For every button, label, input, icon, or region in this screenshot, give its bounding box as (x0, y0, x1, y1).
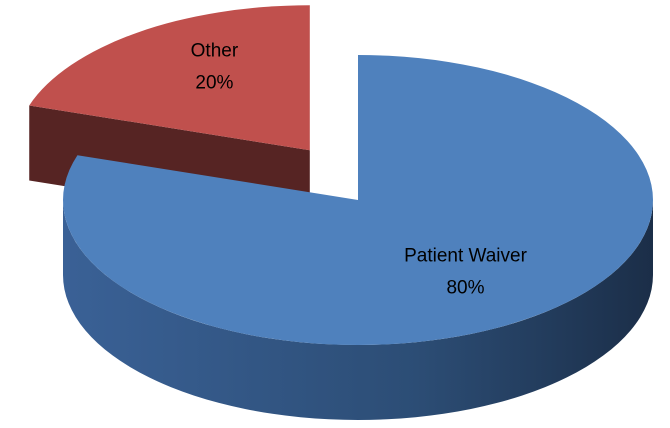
slice-label: Other (191, 41, 239, 62)
slice-value-label: 80% (446, 278, 484, 299)
slice-label: Patient Waiver (404, 246, 528, 267)
slice-value-label: 20% (195, 73, 233, 94)
slice-side (63, 200, 653, 420)
pie-slice (63, 55, 654, 345)
pie-slice (29, 5, 310, 151)
